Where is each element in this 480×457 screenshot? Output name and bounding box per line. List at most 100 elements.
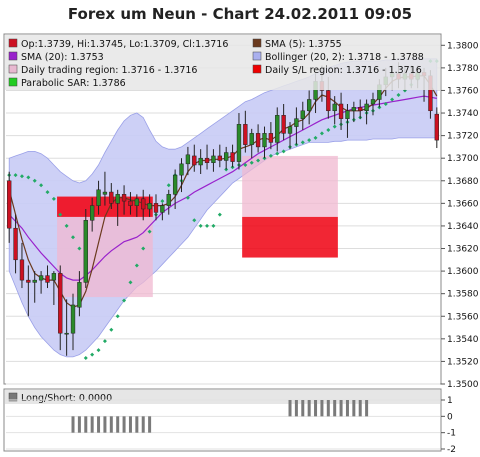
candle	[351, 101, 357, 123]
candle	[96, 180, 101, 215]
candle-body	[204, 157, 210, 163]
candle-body	[434, 113, 439, 141]
candle-body	[96, 189, 101, 206]
candle	[134, 194, 140, 217]
legend-box	[5, 35, 440, 90]
y-tick-label: 1.3580	[447, 290, 479, 300]
long-short-bar	[77, 416, 81, 433]
candle-body	[211, 155, 216, 163]
long-short-bar	[84, 416, 88, 433]
long-short-bar	[365, 400, 369, 417]
y-tick-label: 1.3780	[447, 64, 479, 74]
sar-point	[185, 195, 190, 200]
stoploss-region	[242, 216, 338, 258]
sar-point	[134, 263, 139, 268]
sar-point	[96, 348, 101, 353]
candle-body	[102, 191, 108, 195]
candle-body	[83, 220, 88, 283]
sar-point	[313, 135, 318, 140]
sar-point	[390, 97, 395, 102]
sub-y-tick-label: -2	[447, 445, 456, 455]
candle	[268, 122, 274, 150]
long-short-bar	[326, 400, 330, 417]
candle	[102, 171, 108, 206]
long-short-bar	[333, 400, 337, 417]
candle-body	[351, 107, 357, 112]
candle-body	[166, 194, 171, 206]
long-short-bar	[122, 416, 126, 433]
candle-body	[77, 282, 82, 308]
long-short-bar	[307, 400, 311, 417]
long-short-bar	[97, 416, 101, 433]
chart-title: Forex um Neun - Chart 24.02.2011 09:05	[68, 5, 412, 23]
sar-point	[300, 140, 305, 145]
y-tick-label: 1.3660	[447, 199, 479, 209]
candle-body	[26, 279, 31, 283]
sar-point	[77, 246, 82, 251]
sar-point	[90, 352, 95, 357]
candle	[13, 214, 18, 274]
sub-y-tick-label: 0	[447, 412, 453, 422]
candle	[185, 146, 191, 176]
y-tick-label: 1.3620	[447, 245, 479, 255]
legend-entry: Op:1.3739, Hi:1.3745, Lo:1.3709, Cl:1.37…	[21, 39, 228, 50]
sar-point	[243, 162, 248, 167]
candle	[262, 126, 267, 159]
candle-body	[345, 110, 350, 119]
legend-entry: Parabolic SAR: 1.3786	[21, 78, 126, 89]
sar-point	[166, 183, 171, 188]
candle-body	[32, 279, 37, 283]
sar-point	[19, 174, 24, 179]
candle-body	[198, 157, 203, 166]
sar-point	[58, 212, 63, 217]
long-short-bar	[135, 416, 139, 433]
candle-body	[109, 191, 114, 204]
main-y-axis: 1.3500 1.3520 1.3540 1.3560 1.3580 1.3600 1.36…	[441, 41, 479, 390]
long-short-bar	[320, 400, 324, 417]
candle-body	[153, 203, 159, 213]
candle	[19, 242, 25, 289]
candle	[7, 171, 12, 243]
long-short-bar	[352, 400, 356, 417]
candle	[236, 113, 242, 170]
candle	[345, 104, 350, 138]
sar-point	[13, 173, 18, 178]
long-short-bar	[288, 400, 292, 417]
candle-body	[58, 273, 63, 334]
candle	[153, 194, 159, 221]
long-short-bar	[339, 400, 343, 417]
sar-point	[102, 339, 107, 344]
candle-body	[281, 115, 286, 134]
trading-region	[242, 155, 338, 217]
candle-body	[224, 152, 229, 161]
long-short-bar	[294, 400, 298, 417]
candle-body	[243, 124, 248, 145]
candle	[224, 146, 229, 170]
candle	[211, 149, 216, 172]
long-short-label: Long/Short: 0.0000	[21, 393, 112, 404]
candle-body	[332, 103, 337, 112]
legend-entry: Daily trading region: 1.3716 - 1.3716	[21, 65, 197, 76]
candle-body	[179, 163, 184, 176]
candle	[275, 107, 280, 152]
candle	[204, 144, 210, 170]
candle	[45, 265, 50, 289]
candle-body	[51, 273, 57, 281]
legend-swatch	[8, 51, 18, 61]
candle	[26, 265, 31, 317]
legend-entry: SMA (5): 1.3755	[265, 39, 342, 50]
y-tick-label: 1.3680	[447, 177, 479, 187]
candle	[115, 189, 120, 226]
y-tick-label: 1.3640	[447, 222, 479, 232]
candle	[121, 185, 127, 215]
candle-body	[121, 194, 127, 202]
candle	[249, 128, 254, 159]
candle-body	[45, 275, 50, 283]
candle-body	[89, 205, 95, 221]
candle-body	[141, 198, 146, 210]
sar-point	[307, 138, 312, 143]
candle-body	[172, 174, 178, 195]
candle-body	[306, 99, 312, 112]
sub-y-axis: 1 0 -1 -2	[441, 396, 456, 455]
sar-point	[26, 175, 31, 180]
